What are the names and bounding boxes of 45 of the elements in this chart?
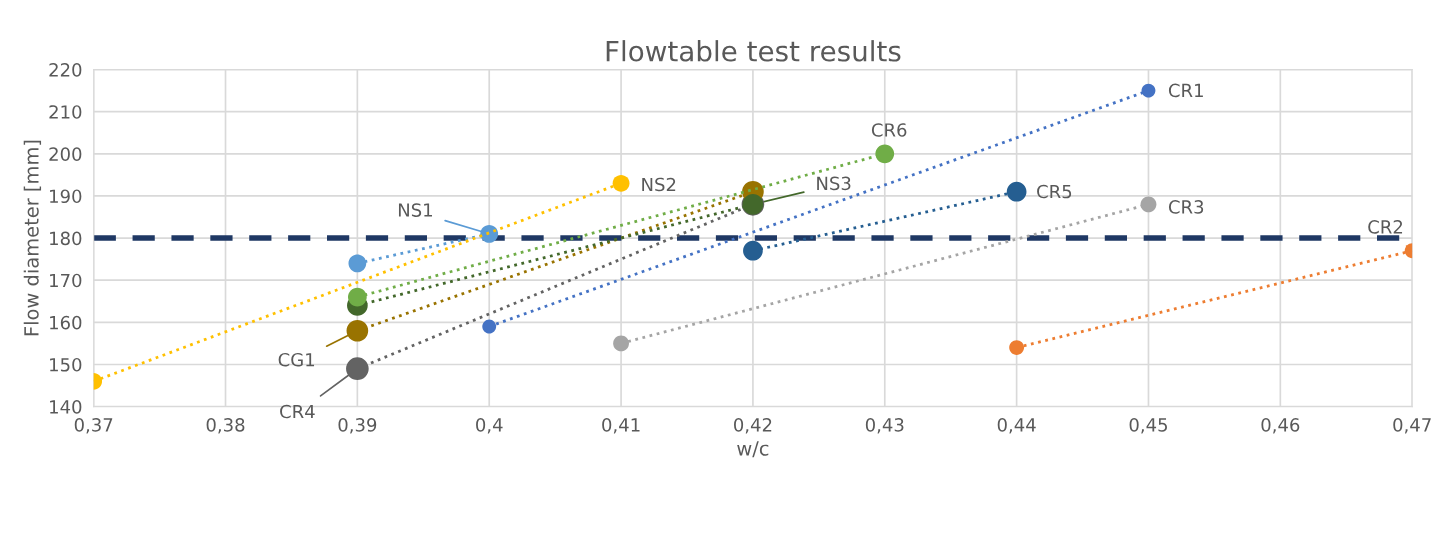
- x-tick-label: 0,43: [865, 418, 904, 434]
- series-label: NS1: [398, 203, 432, 217]
- point: [875, 144, 895, 164]
- x-tick-label: 0,41: [602, 418, 640, 434]
- x-tick-label: 0,38: [206, 418, 245, 434]
- x-tick-label: 0,4: [476, 418, 503, 434]
- point: [1006, 181, 1027, 202]
- text: CG1: [278, 352, 315, 367]
- point: [347, 287, 367, 307]
- x-tick-label: 0,46: [1261, 418, 1300, 434]
- point: [480, 224, 499, 243]
- point: [348, 254, 367, 273]
- point: [743, 240, 763, 261]
- x-axis-title: w/c: [737, 441, 769, 458]
- point: [1141, 83, 1156, 98]
- y-tick-label: 200: [49, 147, 82, 161]
- y-tick-label: 140: [50, 400, 82, 414]
- x-tick-label: 0,42: [734, 418, 772, 434]
- series-label: CR6: [871, 123, 907, 137]
- chart-title: Flowtable test results: [606, 40, 901, 62]
- point: [346, 319, 369, 342]
- text: CR4: [280, 404, 315, 419]
- x-tick-label: 0,47: [1393, 418, 1431, 434]
- series-label: NS2: [642, 177, 676, 192]
- point: [613, 335, 629, 352]
- y-tick-label: 210: [49, 105, 82, 119]
- series-label: CR3: [1168, 200, 1204, 214]
- y-tick-label: 220: [49, 63, 82, 77]
- series-label: CR1: [1168, 83, 1203, 98]
- point: [1140, 196, 1157, 213]
- y-tick-label: 180: [50, 231, 82, 246]
- x-tick-label: 0,39: [338, 418, 377, 434]
- y-tick-label: 190: [50, 189, 82, 204]
- point: [346, 357, 369, 380]
- y-axis-title: Flow diameter [mm]: [23, 140, 42, 336]
- y-tick-label: 160: [50, 315, 82, 330]
- x-tick-label: 0,37: [74, 418, 113, 434]
- series-label: CR5: [1037, 184, 1072, 199]
- text: NS3: [817, 176, 851, 191]
- point: [482, 319, 497, 334]
- y-tick-label: 150: [50, 357, 82, 372]
- series-label: CR2: [1368, 220, 1403, 234]
- y-tick-label: 170: [50, 273, 82, 288]
- x-tick-label: 0,44: [997, 418, 1036, 434]
- x-tick-label: 0,45: [1129, 418, 1167, 434]
